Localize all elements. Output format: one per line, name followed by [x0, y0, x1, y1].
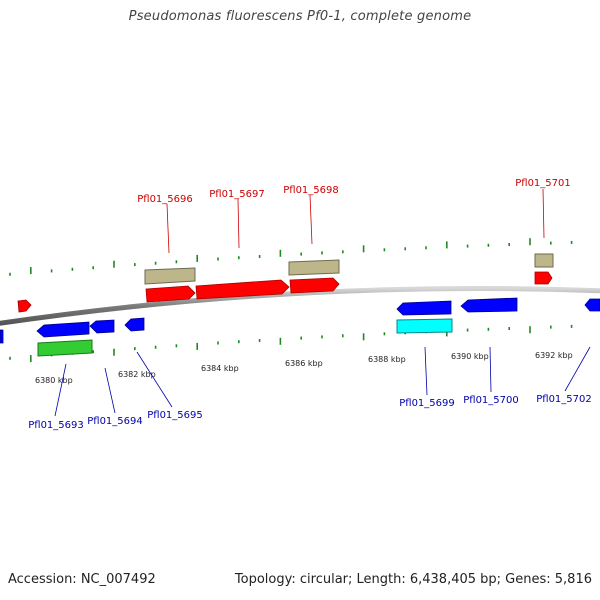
leader-line-pfl01-5694 — [104, 367, 116, 414]
feature-bar-pfl01-5696[interactable] — [144, 267, 196, 285]
gene-label-pfl01-5701[interactable]: Pfl01_5701 — [515, 178, 571, 189]
gene-label-pfl01-5697[interactable]: Pfl01_5697 — [209, 189, 265, 200]
gene-arrow-pfl01-5699[interactable] — [396, 300, 452, 316]
leader-line-pfl01-5701 — [542, 188, 545, 239]
scale-labels: 6380 kbp 6382 kbp 6384 kbp 6386 kbp 6388… — [35, 351, 573, 385]
forward-gene-labels: Pfl01_5696 Pfl01_5697 Pfl01_5698 Pfl01_5… — [137, 178, 571, 254]
forward-features — [144, 253, 554, 285]
forward-strand — [17, 271, 553, 313]
scale-label-6384: 6384 kbp — [201, 364, 239, 373]
gene-arrow-pfl01-5693[interactable] — [36, 321, 90, 338]
feature-bar-pfl01-5693[interactable] — [37, 339, 93, 357]
gene-arrow-pfl01-5698[interactable] — [289, 277, 340, 294]
gene-label-pfl01-5702[interactable]: Pfl01_5702 — [536, 394, 592, 405]
gene-arrow-pfl01-5702[interactable] — [584, 298, 600, 312]
accession-text: Accession: NC_007492 — [8, 572, 156, 587]
gene-label-pfl01-5694[interactable]: Pfl01_5694 — [87, 416, 143, 427]
leader-line-pfl01-5696 — [166, 203, 170, 254]
scale-label-6388: 6388 kbp — [368, 355, 406, 364]
leader-line-pfl01-5702 — [564, 346, 591, 392]
gene-arrow-pfl01-5701[interactable] — [534, 271, 553, 285]
gene-arrow-pfl01-5694[interactable] — [89, 319, 115, 334]
gene-label-pfl01-5699[interactable]: Pfl01_5699 — [399, 398, 455, 409]
tick-marks — [9, 238, 573, 363]
map-title: Pseudomonas fluorescens Pf0-1, complete … — [128, 9, 472, 24]
gene-label-pfl01-5696[interactable]: Pfl01_5696 — [137, 194, 193, 205]
scale-label-6390: 6390 kbp — [451, 352, 489, 361]
gene-label-pfl01-5693[interactable]: Pfl01_5693 — [28, 420, 84, 431]
scale-label-6386: 6386 kbp — [285, 359, 323, 368]
leader-line-pfl01-5700 — [489, 346, 492, 393]
gene-label-pfl01-5698[interactable]: Pfl01_5698 — [283, 185, 339, 196]
scale-label-6380: 6380 kbp — [35, 376, 73, 385]
leader-line-pfl01-5695 — [136, 351, 173, 408]
gene-arrow-forward-partial[interactable] — [17, 299, 32, 313]
scale-label-6382: 6382 kbp — [118, 370, 156, 379]
leader-line-pfl01-5697 — [237, 198, 240, 249]
gene-arrow-pfl01-5696[interactable] — [145, 285, 196, 303]
reverse-gene-labels: Pfl01_5693 Pfl01_5694 Pfl01_5695 Pfl01_5… — [28, 346, 592, 431]
gene-arrow-pfl01-5695[interactable] — [124, 317, 145, 332]
leader-line-pfl01-5699 — [424, 346, 428, 396]
reverse-strand — [0, 297, 600, 344]
gene-label-pfl01-5695[interactable]: Pfl01_5695 — [147, 410, 203, 421]
genome-summary-text: Topology: circular; Length: 6,438,405 bp… — [234, 572, 592, 587]
feature-bar-pfl01-5701[interactable] — [534, 253, 554, 268]
gene-arrow-pfl01-5697[interactable] — [195, 279, 290, 300]
genome-backbone — [0, 285, 600, 326]
leader-line-pfl01-5698 — [309, 194, 313, 245]
gene-label-pfl01-5700[interactable]: Pfl01_5700 — [463, 395, 519, 406]
gene-arrow-reverse-partial[interactable] — [0, 329, 4, 344]
scale-label-6392: 6392 kbp — [535, 351, 573, 360]
gene-arrow-pfl01-5700[interactable] — [460, 297, 518, 313]
leader-line-pfl01-5693 — [54, 363, 67, 417]
feature-bar-pfl01-5698[interactable] — [288, 259, 340, 276]
reverse-features — [37, 318, 453, 357]
feature-bar-pfl01-5699[interactable] — [396, 318, 453, 334]
